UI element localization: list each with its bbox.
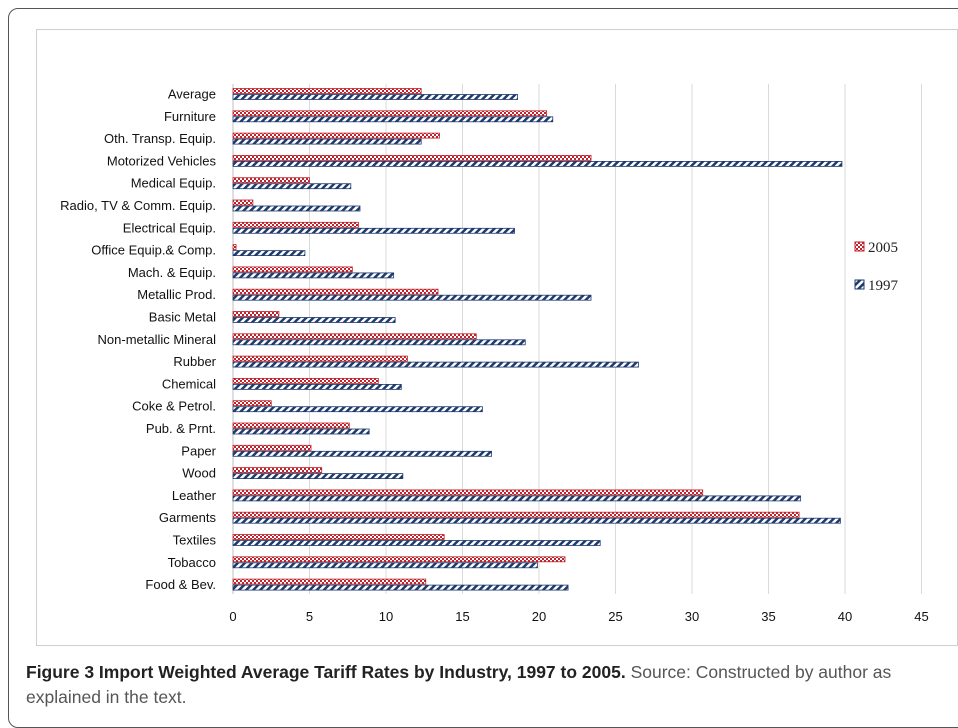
x-tick-label: 35	[761, 609, 775, 624]
bar-1997	[232, 361, 639, 368]
bar-2005	[232, 489, 704, 496]
category-label: Leather	[172, 488, 217, 503]
category-label: Paper	[181, 443, 216, 458]
bar-1997	[232, 406, 483, 413]
bar-1997	[232, 250, 306, 257]
bar-2005	[232, 534, 445, 540]
x-tick-label: 30	[685, 609, 699, 624]
bar-2005	[232, 333, 477, 340]
bar-1997	[232, 94, 518, 100]
bar-2005	[232, 311, 280, 317]
bar-1997	[232, 473, 404, 480]
category-label: Electrical Equip.	[123, 220, 216, 235]
bar-2005	[232, 400, 272, 407]
bar-1997	[232, 205, 361, 212]
category-label: Oth. Transp. Equip.	[104, 131, 216, 146]
x-tick-label: 15	[455, 609, 469, 624]
bar-2005	[232, 110, 548, 117]
grid-lines	[232, 84, 922, 594]
category-label: Metallic Prod.	[137, 287, 216, 302]
bar-2005	[232, 266, 353, 273]
legend-label: 2005	[868, 240, 898, 256]
legend-label: 1997	[868, 278, 899, 294]
legend-swatch	[854, 279, 865, 290]
caption-text: Source: Constructed by author as explain…	[26, 662, 892, 707]
category-label: Rubber	[173, 354, 216, 369]
bar-1997	[232, 450, 492, 457]
bar-1997	[232, 428, 370, 435]
bar-2005	[232, 132, 440, 139]
category-label: Furniture	[164, 109, 216, 124]
category-labels: Average Furniture Oth. Transp. Equip. Motor…	[60, 87, 216, 593]
bar-2005	[232, 288, 439, 295]
bar-1997	[232, 160, 843, 167]
category-label: Medical Equip.	[131, 176, 216, 191]
x-tick-label: 45	[914, 609, 928, 624]
category-label: Wood	[182, 466, 216, 481]
bar-1997	[232, 339, 526, 346]
category-label: Average	[168, 87, 216, 102]
x-tick-labels: 0 5 10 15 20 25 30 35 40 45	[229, 609, 928, 624]
bar-1997	[232, 383, 402, 390]
bars	[232, 88, 843, 591]
category-label: Office Equip.& Comp.	[91, 243, 216, 258]
x-tick-label: 25	[608, 609, 622, 624]
x-tick-label: 5	[306, 609, 313, 624]
category-label: Food & Bev.	[145, 577, 216, 592]
bar-1997	[232, 138, 422, 145]
bar-2005	[232, 355, 408, 362]
x-tick-label: 20	[532, 609, 546, 624]
bar-1997	[232, 517, 841, 524]
bar-2005	[232, 377, 379, 384]
category-label: Radio, TV & Comm. Equip.	[60, 198, 216, 213]
figure-caption: Figure 3 Import Weighted Average Tariff …	[26, 660, 946, 710]
bar-1997	[232, 540, 601, 546]
x-tick-label: 0	[229, 609, 236, 624]
legend-swatch	[854, 241, 865, 252]
category-label: Tobacco	[168, 555, 216, 570]
caption-title: Figure 3 Import Weighted Average Tariff …	[26, 662, 626, 682]
bar-1997	[232, 272, 395, 279]
category-label: Chemical	[162, 376, 216, 391]
bar-2005	[232, 578, 427, 585]
bar-1997	[232, 584, 569, 591]
legend: 2005 1997	[854, 240, 899, 294]
category-label: Garments	[159, 510, 217, 525]
bar-2005	[232, 556, 566, 563]
category-label: Non-metallic Mineral	[98, 332, 217, 347]
bar-2005	[232, 444, 312, 451]
bar-1997	[232, 562, 538, 569]
category-label: Pub. & Prnt.	[146, 421, 216, 436]
x-tick-label: 10	[379, 609, 393, 624]
bar-2005	[232, 511, 800, 518]
bar-1997	[232, 183, 352, 190]
bar-1997	[232, 116, 554, 123]
bar-2005	[232, 177, 310, 184]
bar-2005	[232, 154, 592, 161]
bar-2005	[232, 221, 359, 228]
category-label: Basic Metal	[149, 310, 216, 325]
category-label: Coke & Petrol.	[132, 399, 216, 414]
bar-2005	[232, 244, 237, 251]
bar-1997	[232, 294, 592, 301]
bar-1997	[232, 317, 396, 323]
bar-2005	[232, 422, 350, 429]
category-label: Textiles	[173, 533, 217, 548]
bar-2005	[232, 199, 254, 206]
category-label: Motorized Vehicles	[107, 153, 217, 168]
bar-1997	[232, 495, 802, 502]
bar-2005	[232, 88, 422, 94]
bar-1997	[232, 227, 515, 234]
bar-2005	[232, 467, 323, 474]
category-label: Mach. & Equip.	[128, 265, 216, 280]
x-tick-label: 40	[838, 609, 852, 624]
